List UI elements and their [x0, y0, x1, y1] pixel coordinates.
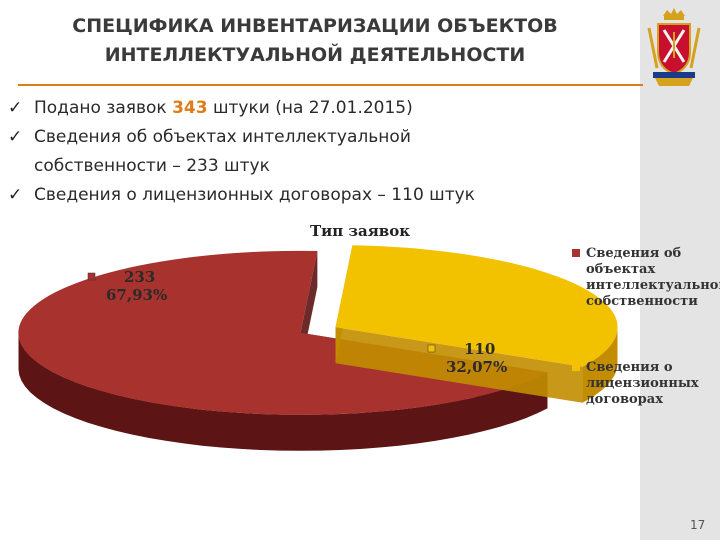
legend-label-line: Сведения об: [586, 246, 682, 261]
legend-label-line: собственности: [586, 294, 698, 309]
bullet-list: ✓ Подано заявок 343 штуки (на 27.01.2015…: [6, 94, 626, 210]
bullet-item-ip-objects: ✓ Сведения об объектах интеллектуальной …: [6, 123, 626, 181]
slide-title-line1: СПЕЦИФИКА ИНВЕНТАРИЗАЦИИ ОБЪЕКТОВ: [72, 15, 558, 37]
legend-item-license-agreements: Сведения о лицензионных договорах: [570, 360, 720, 408]
title-divider: [18, 84, 643, 86]
bullet1-suffix: штуки (на 27.01.2015): [207, 98, 413, 118]
coat-of-arms-icon: [647, 8, 701, 86]
legend-label-line: Сведения о: [586, 360, 673, 375]
data-label-percent-ip-objects: 67,93%: [106, 286, 167, 304]
checkmark-icon: ✓: [8, 127, 23, 147]
legend-label-line: интеллектуальной: [586, 278, 720, 293]
legend-label-line: договорах: [586, 392, 663, 407]
checkmark-icon: ✓: [8, 98, 23, 118]
legend-label-line: лицензионных: [586, 376, 699, 391]
bullet-item-applications: ✓ Подано заявок 343 штуки (на 27.01.2015…: [6, 94, 626, 123]
data-label-marker-ip-objects: [87, 272, 96, 281]
data-label-percent-license-agreements: 32,07%: [446, 358, 507, 376]
page-number: 17: [690, 518, 706, 532]
legend-swatch-license-agreements: [572, 363, 580, 371]
pie-slice-side-ip-objects: [18, 333, 548, 451]
chart-title: Тип заявок: [309, 222, 411, 240]
slide-title: СПЕЦИФИКА ИНВЕНТАРИЗАЦИИ ОБЪЕКТОВ ИНТЕЛЛ…: [10, 12, 620, 70]
legend-swatch-ip-objects: [572, 249, 580, 257]
bullet2-line2: собственности – 233 штук: [34, 156, 270, 176]
legend-label-line: объектах: [586, 262, 656, 277]
bullet2-line1: Сведения об объектах интеллектуальной: [34, 127, 411, 147]
checkmark-icon: ✓: [8, 185, 23, 205]
data-label-value-license-agreements: 110: [464, 340, 495, 358]
data-label-marker-license-agreements: [427, 344, 436, 353]
pie-slice-cut-license-agreements-1: [335, 327, 583, 403]
slide-title-line2: ИНТЕЛЛЕКТУАЛЬНОЙ ДЕЯТЕЛЬНОСТИ: [104, 44, 526, 66]
pie-slice-side-license-agreements: [582, 327, 618, 403]
legend-item-ip-objects: Сведения об объектах интеллектуальной со…: [570, 246, 720, 310]
data-label-value-ip-objects: 233: [124, 268, 155, 286]
applications-count: 343: [172, 98, 208, 118]
pie-slice-license-agreements: [335, 245, 618, 367]
bullet-item-license-agreements: ✓ Сведения о лицензионных договорах – 11…: [6, 181, 626, 210]
bullet3-text: Сведения о лицензионных договорах – 110 …: [34, 185, 475, 205]
chart-legend: Сведения об объектах интеллектуальной со…: [570, 246, 720, 458]
bullet1-prefix: Подано заявок: [34, 98, 173, 118]
side-panel: [640, 0, 720, 540]
